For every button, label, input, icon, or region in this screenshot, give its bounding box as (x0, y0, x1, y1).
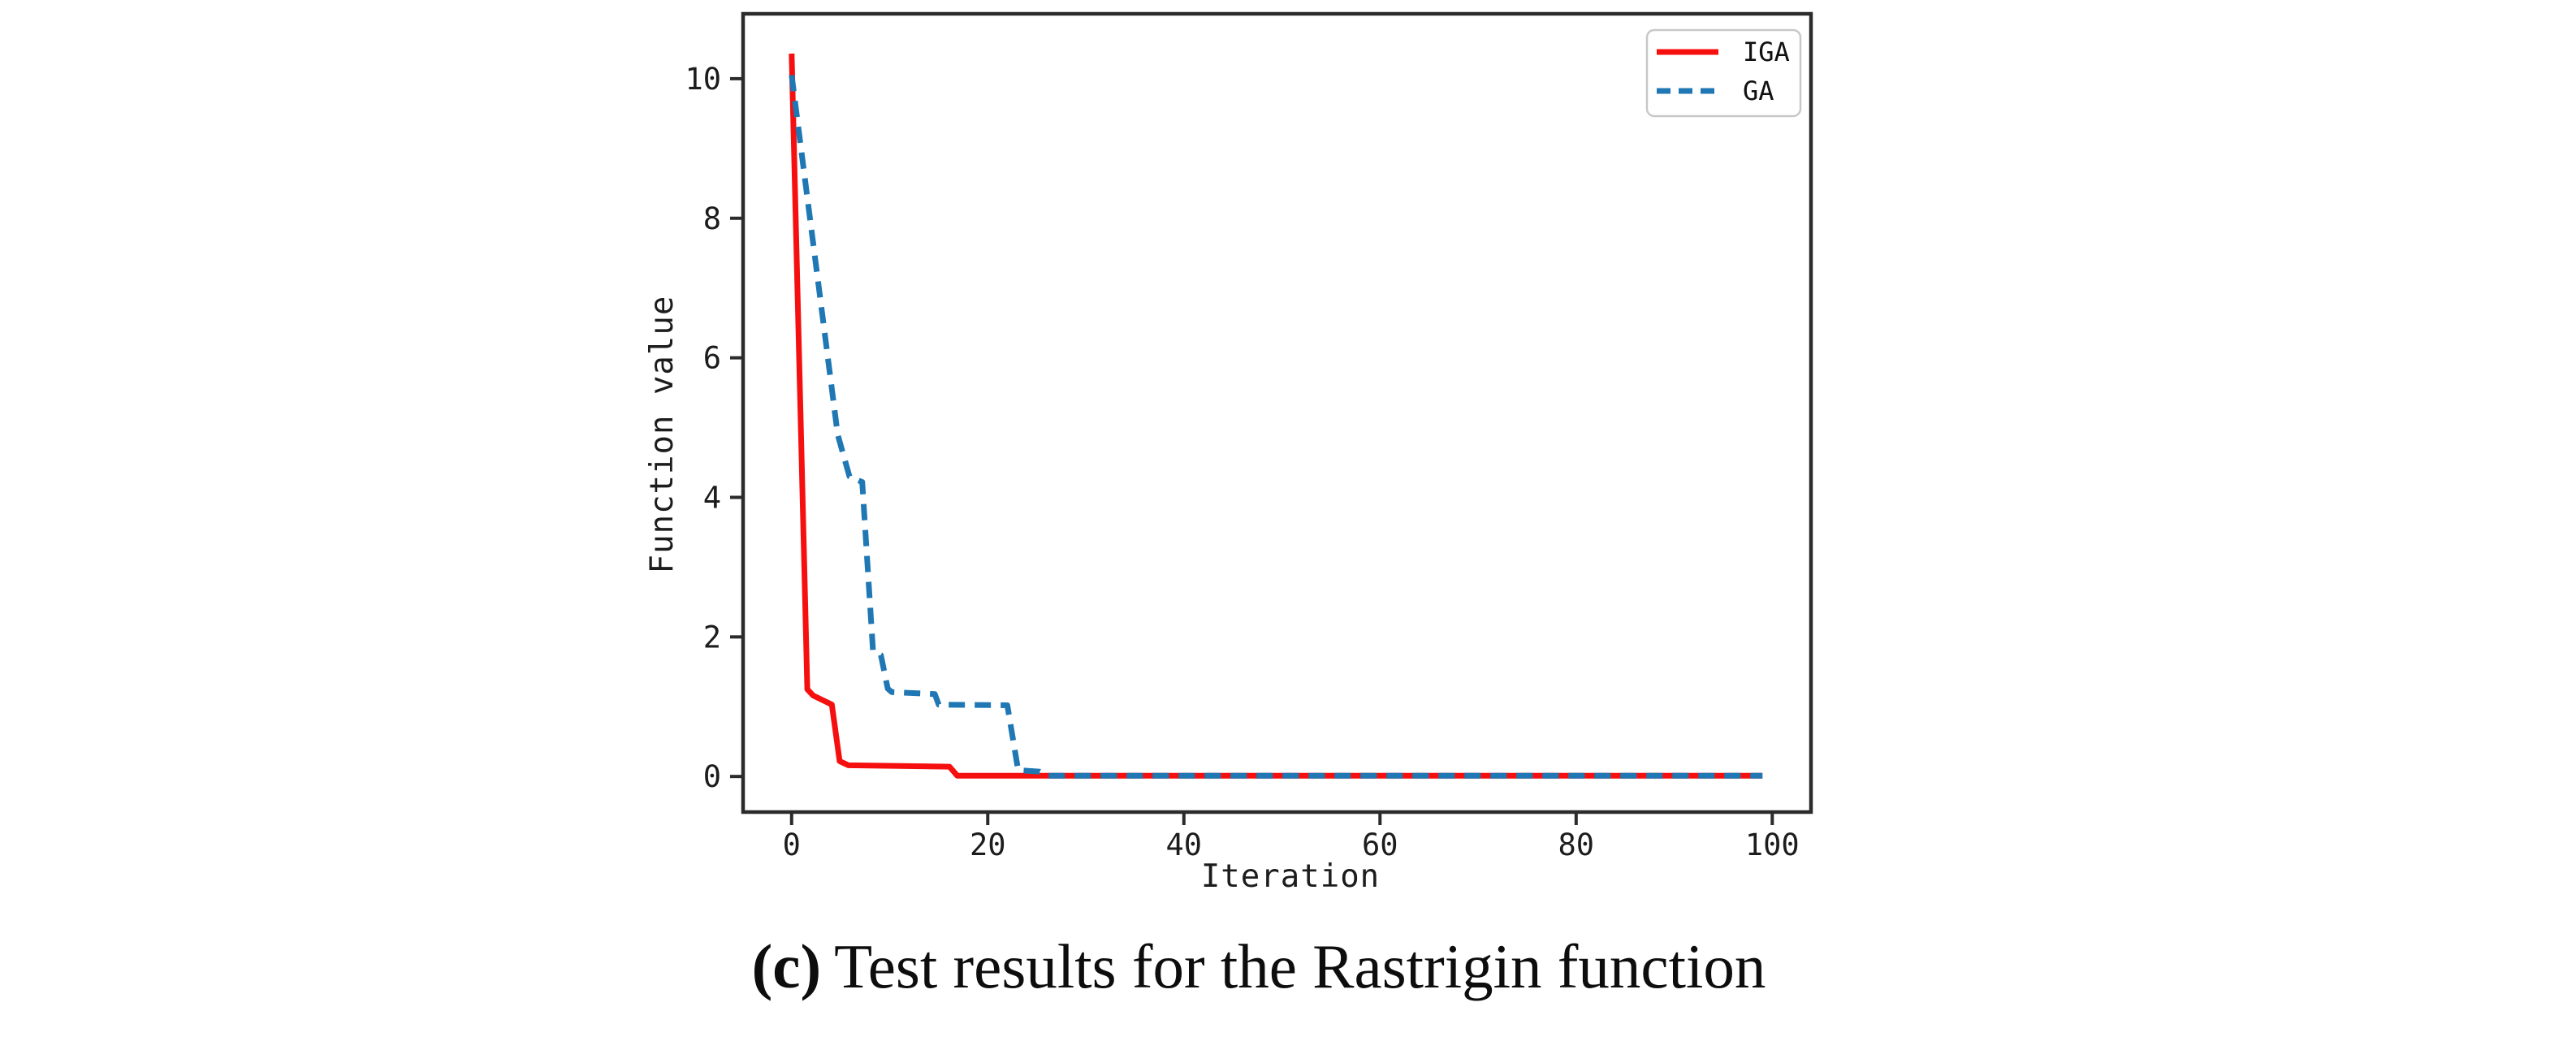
axes-ticks-group: 0 20 40 60 80 100 0 2 4 6 8 10 (685, 62, 1799, 862)
series-line-ga (789, 75, 1763, 779)
series-group (789, 53, 1763, 779)
x-axis-tick-label: 20 (970, 827, 1006, 862)
y-axis-tick-label: 8 (703, 201, 721, 236)
y-axis-tick-label: 6 (703, 341, 721, 376)
figure-caption: (c) Test results for the Rastrigin functi… (0, 931, 2518, 1003)
legend-label-ga: GA (1743, 76, 1774, 106)
y-axis-tick-label: 0 (703, 759, 721, 794)
x-axis-label: Iteration (1201, 858, 1380, 895)
y-axis-tick-label: 10 (685, 62, 721, 97)
caption-index-label: (c) (751, 931, 822, 1001)
series-line-iga (789, 53, 1763, 779)
x-axis-tick-label: 80 (1558, 827, 1595, 862)
caption-text: Test results for the Rastrigin function (834, 931, 1766, 1001)
y-axis-tick-label: 4 (703, 480, 721, 515)
y-axis-label: Function value (644, 296, 681, 574)
x-axis-tick-label: 60 (1362, 827, 1398, 862)
x-axis-tick-label: 40 (1166, 827, 1203, 862)
x-axis-tick-label: 0 (783, 827, 801, 862)
legend-entries: IGA GA (1657, 37, 1790, 106)
legend-label-iga: IGA (1743, 37, 1790, 67)
y-axis-tick-label: 2 (703, 620, 721, 655)
plot-border (741, 11, 1813, 814)
legend: IGA GA (1645, 28, 1802, 118)
x-axis-tick-label: 100 (1745, 827, 1800, 862)
